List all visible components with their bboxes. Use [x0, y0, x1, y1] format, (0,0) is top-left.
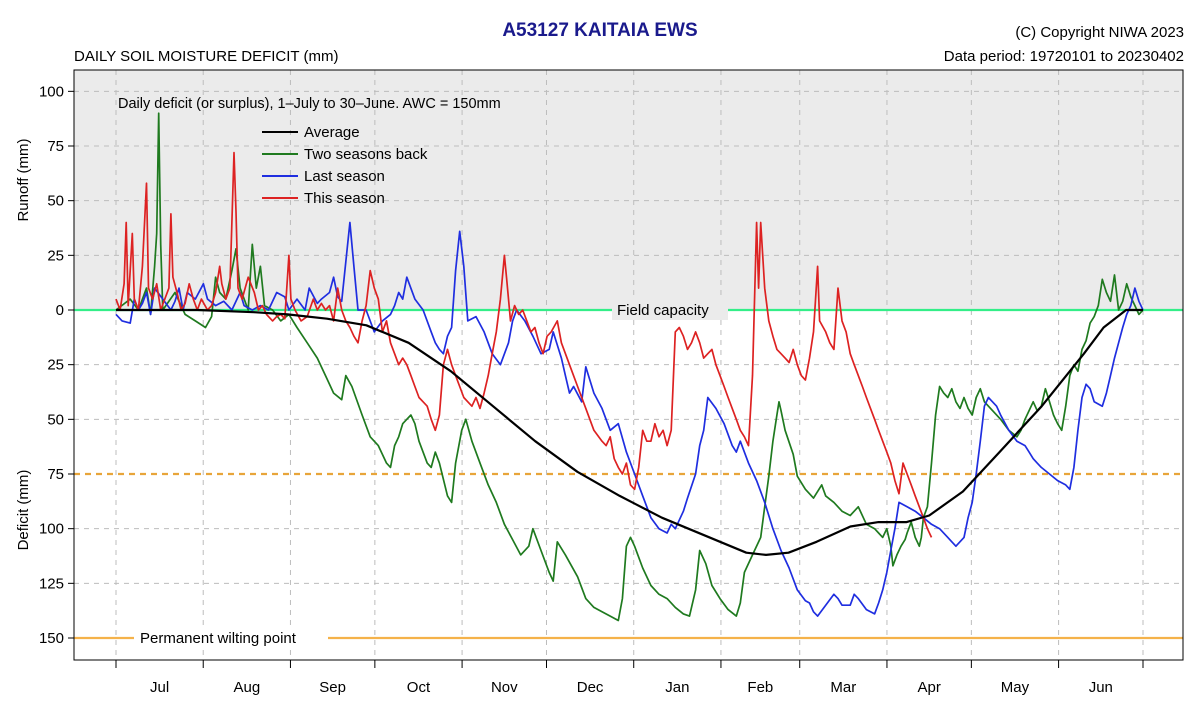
copyright-notice: (C) Copyright NIWA 2023 [1015, 24, 1184, 41]
label-bg [612, 300, 728, 320]
y-tick-label: 25 [47, 247, 64, 264]
legend-label: Two seasons back [304, 146, 428, 163]
chart-subtitle: DAILY SOIL MOISTURE DEFICIT (mm) [74, 48, 339, 65]
x-tick-label: Aug [233, 679, 260, 696]
wilting-point-label: Permanent wilting point [140, 630, 297, 647]
x-tick-label: Apr [917, 679, 940, 696]
legend-label: Average [304, 124, 360, 141]
y-tick-label: 150 [39, 630, 64, 647]
y-tick-label: 125 [39, 575, 64, 592]
series-line-average [116, 308, 1143, 557]
x-axis: Jul Aug Sep Oct Nov Dec Jan Feb Mar Apr May Jun [115, 660, 1144, 696]
series-lines [115, 112, 1144, 622]
y-tick-label: 0 [56, 302, 64, 319]
data-period: Data period: 19720101 to 20230402 [943, 48, 1184, 65]
x-tick-label: Jan [665, 679, 689, 696]
x-tick-label: Sep [319, 679, 346, 696]
series-line-last-season [115, 221, 1144, 617]
y-axis-label-deficit: Deficit (mm) [15, 470, 32, 551]
x-tick-label: Mar [830, 679, 856, 696]
legend-label: This season [304, 190, 385, 207]
runoff-region [74, 70, 1183, 310]
y-tick-label: 100 [39, 83, 64, 100]
x-tick-label: May [1001, 679, 1030, 696]
x-tick-label: Feb [747, 679, 773, 696]
x-tick-label: Nov [491, 679, 518, 696]
x-tick-label: Jul [150, 679, 169, 696]
chart-title: A53127 KAITAIA EWS [502, 20, 698, 41]
chart-annotation: Daily deficit (or surplus), 1–July to 30… [118, 96, 501, 112]
y-axis: 100 75 50 25 0 25 50 75 100 125 150 [39, 83, 74, 647]
y-tick-label: 50 [47, 411, 64, 428]
label-bg [134, 628, 328, 648]
x-tick-label: Dec [577, 679, 604, 696]
y-tick-label: 75 [47, 466, 64, 483]
y-tick-label: 100 [39, 521, 64, 538]
series-line-this-season [115, 151, 933, 538]
y-tick-label: 50 [47, 193, 64, 210]
y-axis-label-runoff: Runoff (mm) [15, 138, 32, 221]
y-tick-label: 75 [47, 138, 64, 155]
field-capacity-label: Field capacity [617, 302, 709, 319]
x-tick-label: Oct [407, 679, 431, 696]
legend-label: Last season [304, 168, 385, 185]
legend: Average Two seasons back Last season This s… [262, 124, 428, 207]
series-line-two-seasons-back [115, 112, 1144, 622]
reference-line-labels: Field capacity Permanent wilting point [134, 300, 728, 648]
x-tick-label: Jun [1089, 679, 1113, 696]
y-tick-label: 25 [47, 357, 64, 374]
grid-lines [74, 70, 1183, 660]
